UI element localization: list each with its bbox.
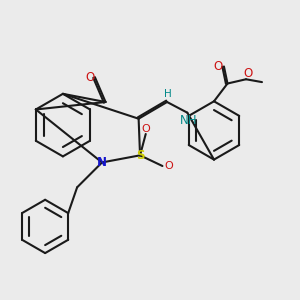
Text: N: N — [97, 156, 107, 169]
Text: O: O — [214, 60, 223, 73]
Text: O: O — [243, 68, 252, 80]
Text: NH: NH — [180, 114, 198, 127]
Text: O: O — [164, 161, 173, 171]
Text: H: H — [164, 89, 172, 99]
Text: S: S — [136, 149, 144, 162]
Text: O: O — [141, 124, 150, 134]
Text: O: O — [85, 70, 94, 84]
